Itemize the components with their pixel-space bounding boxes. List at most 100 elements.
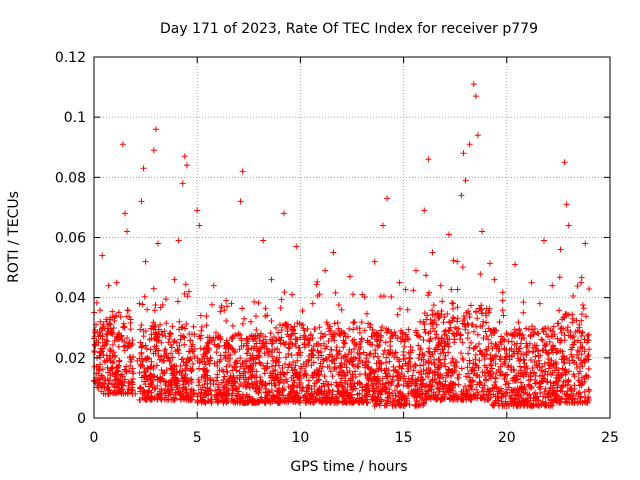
density-point: [549, 346, 556, 353]
density-point: [539, 398, 546, 405]
density-point: [453, 393, 460, 400]
density-point: [375, 366, 382, 373]
density-point: [356, 351, 363, 358]
density-point: [461, 321, 468, 328]
x-tick-label: 15: [395, 430, 413, 446]
density-point: [204, 334, 211, 341]
density-point: [228, 300, 235, 307]
density-point: [138, 349, 145, 356]
density-point: [195, 376, 202, 383]
density-point: [144, 396, 151, 403]
density-point: [198, 389, 205, 396]
density-point: [139, 358, 146, 365]
density-point: [178, 372, 185, 379]
density-point: [575, 377, 582, 384]
density-point: [565, 311, 572, 318]
density-point: [326, 353, 333, 360]
density-point: [563, 395, 570, 402]
density-point: [504, 364, 511, 371]
density-point: [316, 391, 323, 398]
density-point: [291, 366, 298, 373]
density-point: [490, 357, 497, 364]
density-point: [518, 367, 525, 374]
density-point: [364, 375, 371, 382]
density-point: [316, 385, 323, 392]
density-point: [310, 359, 317, 366]
density-point: [564, 324, 571, 331]
density-point: [372, 347, 379, 354]
density-point: [511, 350, 518, 357]
density-point: [556, 307, 563, 314]
density-point: [262, 340, 269, 347]
density-point: [215, 386, 222, 393]
density-point: [325, 338, 332, 345]
density-point: [137, 384, 144, 391]
data-point: [367, 321, 374, 328]
data-point: [540, 237, 547, 244]
data-point: [363, 381, 370, 388]
density-point: [402, 378, 409, 385]
density-point: [158, 339, 165, 346]
density-point: [531, 342, 538, 349]
density-point: [110, 349, 117, 356]
data-point: [520, 309, 527, 316]
density-point: [377, 391, 384, 398]
density-point: [335, 350, 342, 357]
density-point: [168, 381, 175, 388]
density-point: [431, 376, 438, 383]
density-point: [440, 396, 447, 403]
density-point: [260, 362, 267, 369]
density-point: [159, 370, 166, 377]
density-point: [350, 399, 357, 406]
density-point: [411, 392, 418, 399]
density-point: [391, 367, 398, 374]
density-point: [417, 346, 424, 353]
density-point: [498, 394, 505, 401]
density-point: [305, 377, 312, 384]
density-point: [497, 363, 504, 370]
density-point: [223, 318, 230, 325]
density-point: [463, 393, 470, 400]
data-point: [150, 147, 157, 154]
density-point: [267, 330, 274, 337]
density-point: [113, 312, 120, 319]
density-point: [417, 378, 424, 385]
density-point: [219, 389, 226, 396]
density-point: [557, 337, 564, 344]
density-point: [179, 394, 186, 401]
density-point: [436, 388, 443, 395]
density-point: [274, 394, 281, 401]
density-point: [474, 331, 481, 338]
density-point: [511, 395, 518, 402]
data-point: [152, 126, 159, 133]
data-point: [144, 366, 151, 373]
density-point: [118, 371, 125, 378]
density-point: [488, 362, 495, 369]
density-point: [583, 313, 590, 320]
density-point: [316, 365, 323, 372]
density-point: [282, 376, 289, 383]
data-point: [107, 357, 114, 364]
density-point: [253, 382, 260, 389]
density-point: [549, 328, 556, 335]
density-point: [389, 378, 396, 385]
data-point: [111, 387, 118, 394]
density-point: [329, 387, 336, 394]
density-point: [127, 326, 134, 333]
density-point: [99, 366, 106, 373]
density-point: [111, 337, 118, 344]
density-point: [137, 326, 144, 333]
density-point: [394, 382, 401, 389]
data-point: [561, 159, 568, 166]
density-point: [231, 363, 238, 370]
data-point: [412, 267, 419, 274]
density-point: [250, 399, 257, 406]
density-point: [395, 369, 402, 376]
density-point: [113, 371, 120, 378]
density-point: [430, 394, 437, 401]
density-point: [538, 336, 545, 343]
density-point: [167, 365, 174, 372]
density-point: [365, 359, 372, 366]
density-point: [316, 371, 323, 378]
density-point: [91, 349, 98, 356]
